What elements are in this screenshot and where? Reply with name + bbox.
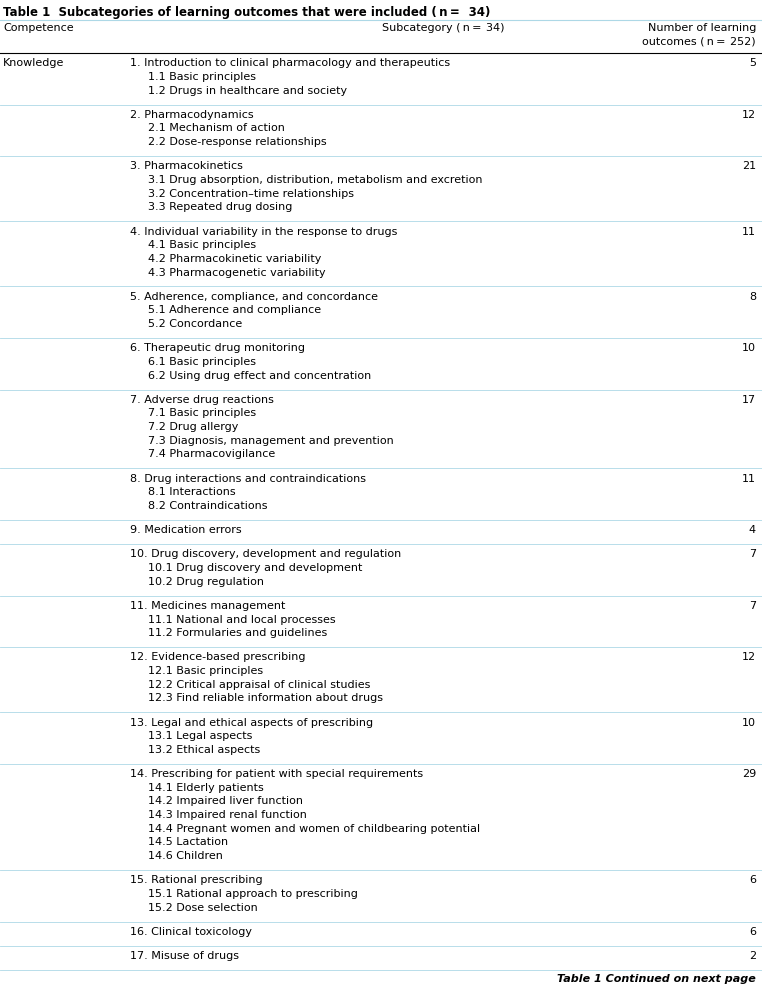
Text: 3. Pharmacokinetics: 3. Pharmacokinetics [130,161,243,171]
Text: 10.1 Drug discovery and development: 10.1 Drug discovery and development [148,563,363,573]
Text: 8.1 Interactions: 8.1 Interactions [148,487,235,497]
Text: 15.1 Rational approach to prescribing: 15.1 Rational approach to prescribing [148,889,358,899]
Text: 1. Introduction to clinical pharmacology and therapeutics: 1. Introduction to clinical pharmacology… [130,58,450,68]
Text: 7: 7 [749,601,756,611]
Text: 13. Legal and ethical aspects of prescribing: 13. Legal and ethical aspects of prescri… [130,718,373,728]
Text: 2. Pharmacodynamics: 2. Pharmacodynamics [130,110,254,120]
Text: 11. Medicines management: 11. Medicines management [130,601,286,611]
Text: 1.1 Basic principles: 1.1 Basic principles [148,72,256,82]
Text: Table 1  Subcategories of learning outcomes that were included ( n =   34): Table 1 Subcategories of learning outcom… [3,6,491,19]
Text: 14.2 Impaired liver function: 14.2 Impaired liver function [148,797,303,807]
Text: Knowledge: Knowledge [3,58,64,68]
Text: Table 1 Continued on next page: Table 1 Continued on next page [557,974,756,984]
Text: 7.4 Pharmacovigilance: 7.4 Pharmacovigilance [148,449,275,459]
Text: Number of learning: Number of learning [648,23,756,33]
Text: 3.2 Concentration–time relationships: 3.2 Concentration–time relationships [148,189,354,199]
Text: 10: 10 [742,344,756,353]
Text: 2.1 Mechanism of action: 2.1 Mechanism of action [148,124,285,134]
Text: 2.2 Dose-response relationships: 2.2 Dose-response relationships [148,138,327,148]
Text: 4.3 Pharmacogenetic variability: 4.3 Pharmacogenetic variability [148,267,325,277]
Text: 3.1 Drug absorption, distribution, metabolism and excretion: 3.1 Drug absorption, distribution, metab… [148,175,482,185]
Text: 10. Drug discovery, development and regulation: 10. Drug discovery, development and regu… [130,549,402,559]
Text: 12: 12 [742,110,756,120]
Text: 14.4 Pregnant women and women of childbearing potential: 14.4 Pregnant women and women of childbe… [148,824,480,834]
Text: 11: 11 [742,227,756,237]
Text: Competence: Competence [3,23,74,33]
Text: 9. Medication errors: 9. Medication errors [130,525,242,536]
Text: 7. Adverse drug reactions: 7. Adverse drug reactions [130,395,274,405]
Text: 4. Individual variability in the response to drugs: 4. Individual variability in the respons… [130,227,397,237]
Text: 2: 2 [749,951,756,961]
Text: 12. Evidence-based prescribing: 12. Evidence-based prescribing [130,652,306,662]
Text: outcomes ( n =  252): outcomes ( n = 252) [642,36,756,46]
Text: 10: 10 [742,718,756,728]
Text: 1.2 Drugs in healthcare and society: 1.2 Drugs in healthcare and society [148,85,347,96]
Text: 5: 5 [749,58,756,68]
Text: 12.2 Critical appraisal of clinical studies: 12.2 Critical appraisal of clinical stud… [148,680,370,690]
Text: 3.3 Repeated drug dosing: 3.3 Repeated drug dosing [148,202,293,212]
Text: 4: 4 [749,525,756,536]
Text: 14.6 Children: 14.6 Children [148,851,223,861]
Text: 5.2 Concordance: 5.2 Concordance [148,319,242,329]
Text: Subcategory ( n =  34): Subcategory ( n = 34) [382,23,504,33]
Text: 11.1 National and local processes: 11.1 National and local processes [148,615,335,625]
Text: 6. Therapeutic drug monitoring: 6. Therapeutic drug monitoring [130,344,305,353]
Text: 10.2 Drug regulation: 10.2 Drug regulation [148,577,264,587]
Text: 5.1 Adherence and compliance: 5.1 Adherence and compliance [148,305,321,316]
Text: 13.1 Legal aspects: 13.1 Legal aspects [148,732,252,742]
Text: 8: 8 [749,292,756,302]
Text: 12.1 Basic principles: 12.1 Basic principles [148,666,263,676]
Text: 7: 7 [749,549,756,559]
Text: 12: 12 [742,652,756,662]
Text: 13.2 Ethical aspects: 13.2 Ethical aspects [148,744,261,755]
Text: 7.1 Basic principles: 7.1 Basic principles [148,409,256,419]
Text: 17: 17 [742,395,756,405]
Text: 7.2 Drug allergy: 7.2 Drug allergy [148,422,239,432]
Text: 16. Clinical toxicology: 16. Clinical toxicology [130,927,252,937]
Text: 6: 6 [749,927,756,937]
Text: 14. Prescribing for patient with special requirements: 14. Prescribing for patient with special… [130,769,423,779]
Text: 29: 29 [741,769,756,779]
Text: 4.1 Basic principles: 4.1 Basic principles [148,241,256,250]
Text: 6.1 Basic principles: 6.1 Basic principles [148,357,256,367]
Text: 12.3 Find reliable information about drugs: 12.3 Find reliable information about dru… [148,693,383,704]
Text: 6: 6 [749,875,756,885]
Text: 14.1 Elderly patients: 14.1 Elderly patients [148,783,264,793]
Text: 6.2 Using drug effect and concentration: 6.2 Using drug effect and concentration [148,370,371,380]
Text: 4.2 Pharmacokinetic variability: 4.2 Pharmacokinetic variability [148,253,322,264]
Text: 14.5 Lactation: 14.5 Lactation [148,838,228,847]
Text: 21: 21 [742,161,756,171]
Text: 11.2 Formularies and guidelines: 11.2 Formularies and guidelines [148,629,327,639]
Text: 14.3 Impaired renal function: 14.3 Impaired renal function [148,810,307,820]
Text: 15. Rational prescribing: 15. Rational prescribing [130,875,263,885]
Text: 15.2 Dose selection: 15.2 Dose selection [148,903,258,913]
Text: 11: 11 [742,473,756,484]
Text: 7.3 Diagnosis, management and prevention: 7.3 Diagnosis, management and prevention [148,436,394,446]
Text: 8.2 Contraindications: 8.2 Contraindications [148,501,267,511]
Text: 5. Adherence, compliance, and concordance: 5. Adherence, compliance, and concordanc… [130,292,378,302]
Text: 17. Misuse of drugs: 17. Misuse of drugs [130,951,239,961]
Text: 8. Drug interactions and contraindications: 8. Drug interactions and contraindicatio… [130,473,366,484]
